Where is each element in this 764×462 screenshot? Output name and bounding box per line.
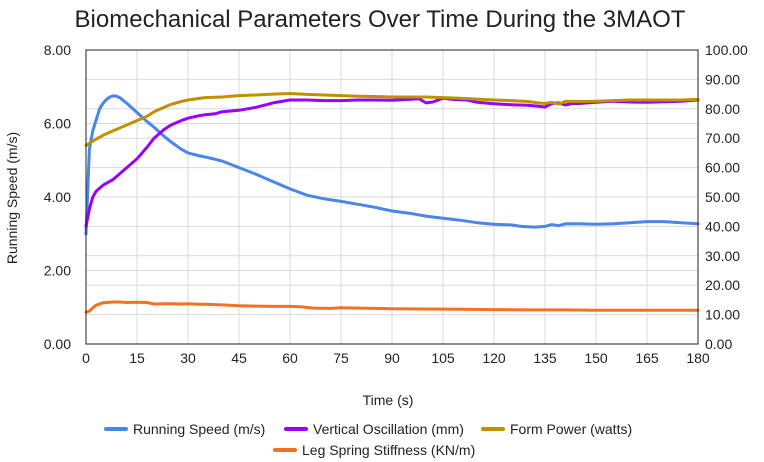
y2-tick-label: 60.00 xyxy=(705,160,740,176)
y-tick-label: 2.00 xyxy=(44,263,71,279)
y2-tick-label: 100.00 xyxy=(705,42,748,58)
gridlines xyxy=(85,49,699,345)
x-tick-label: 165 xyxy=(635,350,659,366)
x-tick-label: 180 xyxy=(686,350,710,366)
y2-tick-label: 50.00 xyxy=(705,189,740,205)
legend-label: Form Power (watts) xyxy=(510,421,632,437)
y2-tick-label: 20.00 xyxy=(705,277,740,293)
y2-tick-label: 0.00 xyxy=(705,336,732,352)
x-tick-label: 150 xyxy=(584,350,608,366)
legend-item: Form Power (watts) xyxy=(481,421,632,437)
legend-label: Vertical Oscillation (mm) xyxy=(313,421,464,437)
series-line-form-power xyxy=(84,92,700,147)
legend-label: Running Speed (m/s) xyxy=(133,421,265,437)
legend-item: Vertical Oscillation (mm) xyxy=(284,421,464,437)
axis-ticks: 0 15 30 45 60 75 90 105 120 135 150 165 1800.0010.00… xyxy=(44,42,748,366)
chart-title: Biomechanical Parameters Over Time Durin… xyxy=(75,6,686,33)
x-tick-label: 105 xyxy=(431,350,455,366)
x-tick-label: 90 xyxy=(384,350,400,366)
x-axis-label: Time (s) xyxy=(363,392,414,408)
legend-label: Leg Spring Stiffness (KN/m) xyxy=(302,442,475,458)
legend: Running Speed (m/s) Vertical Oscillation … xyxy=(104,421,632,458)
series-line-running-speed xyxy=(84,94,700,236)
y-tick-label: 4.00 xyxy=(44,189,71,205)
y2-tick-label: 80.00 xyxy=(705,101,740,117)
x-tick-label: 45 xyxy=(231,350,247,366)
legend-item: Running Speed (m/s) xyxy=(104,421,265,437)
series-lines xyxy=(84,92,700,314)
x-tick-label: 75 xyxy=(333,350,349,366)
y2-tick-label: 70.00 xyxy=(705,130,740,146)
plot-frame xyxy=(85,49,699,345)
y2-tick-label: 40.00 xyxy=(705,218,740,234)
x-tick-label: 15 xyxy=(129,350,145,366)
y-axis-label: Running Speed (m/s) xyxy=(4,132,20,264)
y-tick-label: 6.00 xyxy=(44,116,71,132)
x-tick-label: 120 xyxy=(482,350,506,366)
x-tick-label: 0 xyxy=(82,350,90,366)
series-line-leg-spring-stiffness xyxy=(84,300,700,314)
legend-item: Leg Spring Stiffness (KN/m) xyxy=(273,442,475,458)
y2-tick-label: 90.00 xyxy=(705,71,740,87)
series-line-vertical-oscillation xyxy=(84,96,700,228)
x-tick-label: 60 xyxy=(282,350,298,366)
x-tick-label: 30 xyxy=(180,350,196,366)
y-tick-label: 0.00 xyxy=(44,336,71,352)
y2-tick-label: 30.00 xyxy=(705,248,740,264)
y-tick-label: 8.00 xyxy=(44,42,71,58)
x-tick-label: 135 xyxy=(533,350,557,366)
y2-tick-label: 10.00 xyxy=(705,307,740,323)
